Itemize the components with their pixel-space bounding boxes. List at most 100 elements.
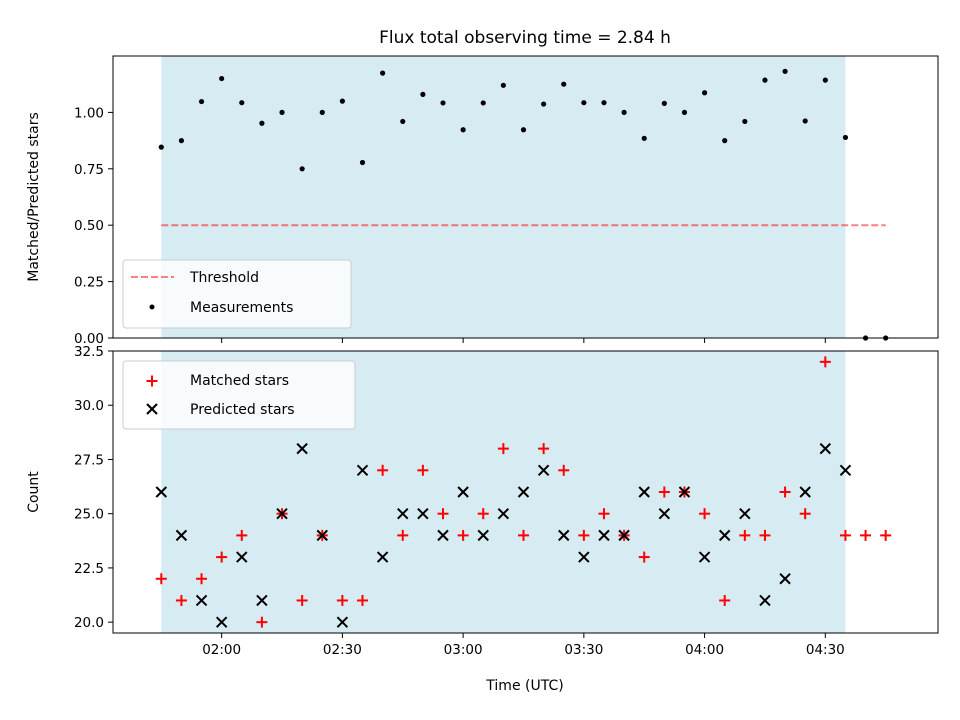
bottom-marks: [155, 356, 892, 628]
legend-predicted-marker: [146, 403, 158, 415]
measurement-point: [661, 100, 667, 106]
chart-title: Flux total observing time = 2.84 h: [379, 28, 671, 48]
predicted-star-point: [296, 442, 308, 455]
bottom-panel: 20.0 22.5 25.0 27.5 30.0 32.5 02:00 02:30 03:00…: [26, 344, 939, 694]
measurement-point: [500, 82, 506, 88]
measurement-point: [561, 81, 567, 87]
predicted-star-point: [719, 529, 731, 542]
predicted-star-point: [356, 464, 369, 477]
measurement-point: [319, 109, 325, 115]
matched-star-point: [779, 486, 791, 498]
measurement-point: [520, 127, 527, 133]
x-tick-label: 02:00: [202, 642, 241, 658]
x-axis-label: Time (UTC): [485, 678, 563, 694]
legend-matched-label: Matched stars: [190, 373, 289, 389]
matched-star-point: [236, 529, 248, 541]
measurement-point: [842, 134, 849, 141]
bottom-y-ticks: 20.0 22.5 25.0 27.5 30.0 32.5: [74, 344, 113, 631]
y-tick-label: 1.00: [74, 105, 104, 121]
matched-star-point: [819, 356, 831, 368]
predicted-star-point: [638, 486, 650, 498]
y-tick-label: 22.5: [74, 561, 104, 577]
matched-star-point: [497, 443, 509, 455]
predicted-star-point: [497, 507, 510, 520]
y-tick-label: 0.75: [74, 162, 104, 178]
top-x-ticks: [221, 338, 826, 343]
x-tick-label: 02:30: [323, 642, 362, 658]
predicted-star-point: [779, 573, 791, 585]
matched-star-point: [699, 508, 711, 520]
measurement-point: [460, 127, 466, 133]
predicted-star-point: [598, 529, 610, 542]
y-tick-label: 25.0: [74, 507, 104, 523]
matched-star-point: [759, 529, 771, 541]
predicted-star-point: [819, 442, 832, 455]
y-tick-label: 0.25: [74, 275, 104, 291]
matched-star-point: [216, 551, 228, 563]
matched-star-point: [739, 529, 751, 541]
predicted-star-point: [558, 529, 570, 542]
predicted-star-point: [618, 529, 630, 542]
matched-star-point: [397, 529, 409, 541]
measurement-point: [400, 118, 406, 125]
predicted-star-point: [276, 507, 288, 520]
y-tick-label: 27.5: [74, 452, 104, 468]
measurement-point: [822, 77, 828, 83]
top-y-ticks: 0.00 0.25 0.50 0.75 1.00: [74, 105, 113, 347]
matched-star-point: [598, 508, 610, 520]
matched-star-point: [437, 508, 449, 520]
matched-star-point: [558, 464, 570, 476]
legend-matched-marker: [146, 375, 158, 387]
measurement-point: [541, 101, 547, 107]
predicted-star-point: [578, 551, 590, 563]
measurement-point: [621, 109, 627, 115]
matched-star-point: [155, 573, 167, 585]
top-axes-frame: [112, 55, 939, 339]
measurement-point: [802, 118, 808, 124]
matched-star-point: [578, 529, 590, 541]
measurement-point: [742, 118, 748, 125]
bottom-axes-frame: [112, 350, 939, 634]
x-tick-label: 03:00: [444, 642, 483, 658]
matched-star-point: [336, 594, 348, 606]
matched-star-point: [457, 529, 469, 541]
measurement-point: [259, 120, 265, 126]
top-panel: 0.00 0.25 0.50 0.75 1.00 Matched/Predicted s…: [26, 55, 939, 347]
predicted-star-point: [336, 616, 349, 628]
measurement-point: [701, 90, 708, 96]
predicted-star-point: [658, 507, 671, 520]
matched-star-point: [517, 529, 529, 541]
measurement-point: [279, 109, 285, 115]
predicted-star-point: [417, 507, 429, 520]
predicted-star-point: [799, 486, 811, 498]
measurement-point: [299, 166, 305, 172]
matched-star-point: [196, 573, 208, 585]
measurement-point: [420, 91, 426, 97]
predicted-star-point: [175, 529, 188, 542]
matched-star-point: [880, 529, 892, 541]
predicted-star-point: [517, 486, 530, 498]
measurement-point: [198, 98, 205, 105]
measurement-point: [681, 109, 688, 115]
matched-star-point: [417, 464, 429, 476]
predicted-star-point: [457, 486, 469, 498]
predicted-star-point: [236, 551, 248, 563]
matched-star-point: [538, 443, 550, 455]
matched-star-point: [477, 508, 489, 520]
predicted-star-point: [678, 486, 691, 498]
measurement-point: [480, 100, 486, 106]
x-tick-label: 03:30: [564, 642, 603, 658]
matched-star-point: [357, 594, 369, 606]
measurement-point: [782, 68, 788, 74]
predicted-star-point: [698, 551, 711, 563]
top-marks: [158, 68, 889, 341]
measurement-point: [219, 75, 225, 82]
predicted-star-point: [759, 594, 771, 607]
y-tick-label: 0.50: [74, 218, 104, 234]
predicted-star-point: [437, 529, 449, 542]
legend-measurements-label: Measurements: [190, 300, 293, 316]
measurement-point: [440, 100, 446, 106]
measurement-point: [601, 100, 607, 106]
measurement-point: [380, 70, 386, 76]
